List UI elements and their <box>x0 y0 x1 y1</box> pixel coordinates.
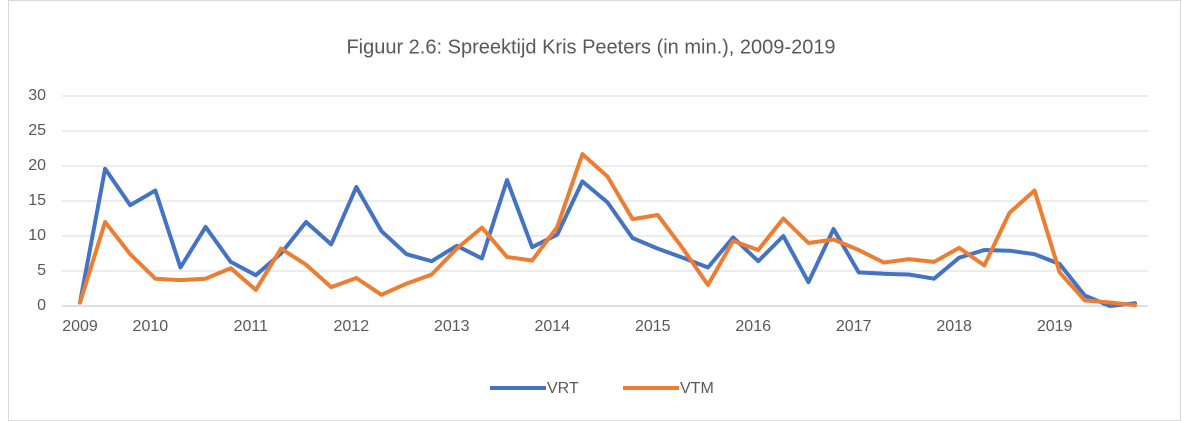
y-tick-label: 25 <box>28 122 46 139</box>
y-tick-label: 30 <box>28 87 46 104</box>
y-tick-label: 10 <box>28 227 46 244</box>
x-tick-label: 2013 <box>434 318 470 335</box>
x-tick-label: 2019 <box>1037 318 1073 335</box>
x-tick-label: 2017 <box>836 318 872 335</box>
legend-label: VTM <box>680 380 714 397</box>
x-tick-label: 2018 <box>936 318 972 335</box>
x-tick-label: 2016 <box>735 318 771 335</box>
x-tick-label: 2010 <box>133 318 169 335</box>
x-tick-label: 2012 <box>334 318 370 335</box>
chart-frame <box>8 0 1181 421</box>
x-tick-label: 2015 <box>635 318 671 335</box>
x-tick-label: 2011 <box>234 318 269 335</box>
chart-title: Figuur 2.6: Spreektijd Kris Peeters (in … <box>346 36 835 58</box>
line-series <box>78 152 1137 308</box>
legend-label: VRT <box>547 380 579 397</box>
y-tick-label: 0 <box>37 297 46 314</box>
line-series <box>78 166 1137 308</box>
y-tick-label: 20 <box>28 157 46 174</box>
y-tick-label: 5 <box>37 262 46 279</box>
x-tick-label: 2014 <box>534 318 570 335</box>
x-tick-label: 2009 <box>62 318 98 335</box>
y-tick-label: 15 <box>28 192 46 209</box>
